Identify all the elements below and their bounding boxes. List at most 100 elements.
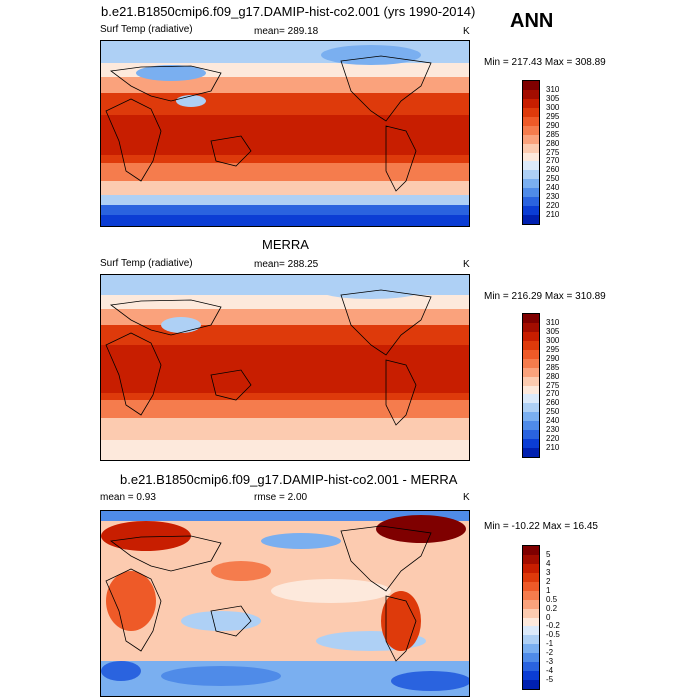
colorbar-tick-label: 220 [546,434,560,444]
variable-label: Surf Temp (radiative) [100,258,193,269]
surface-temperature-map [100,40,470,227]
colorbar-tick-label: 295 [546,344,560,354]
colorbar-swatch [523,546,539,555]
season-label: ANN [510,10,554,32]
colorbar-swatch [523,439,539,449]
colorbar-swatch [523,581,539,591]
colorbar-tick-label: 280 [546,371,560,381]
colorbar-swatch [523,161,539,171]
colorbar-tick-label: 2 [546,576,551,586]
colorbar-swatch [523,215,539,224]
panel-title: MERRA [262,237,309,252]
colorbar-swatch [523,626,539,636]
colorbar-swatch [523,599,539,609]
colorbar-tick-label: -1 [546,639,554,649]
colorbar-tick-label: 4 [546,558,551,568]
panel-title: b.e21.B1850cmip6.f09_g17.DAMIP-hist-co2.… [101,4,476,19]
colorbar-swatch [523,98,539,108]
colorbar-tick-label: -2 [546,648,554,658]
colorbar-tick-label: 240 [546,416,560,426]
colorbar-tick-label: 250 [546,407,560,417]
colorbar-swatch [523,331,539,341]
colorbar-swatch [523,653,539,663]
units-label: K [463,26,470,37]
colorbar-tick-label: -4 [546,666,554,676]
colorbar-tick-label: 300 [546,335,560,345]
units-label: K [463,259,470,270]
surface-temperature-map [100,274,470,461]
colorbar-swatch [523,421,539,431]
colorbar-swatch [523,81,539,90]
colorbar-tick-label: 290 [546,120,560,130]
colorbar-swatch [523,608,539,618]
colorbar-tick-label: 1 [546,585,551,595]
colorbar-tick-label: 0.2 [546,603,558,613]
colorbar-tick-label: 230 [546,192,560,202]
colorbar-swatch [523,376,539,386]
colorbar-tick-label: 210 [546,443,560,453]
mean-label: mean = 0.93 [100,492,156,503]
colorbar-swatch [523,152,539,162]
colorbar-tick-label: 270 [546,156,560,166]
colorbar-tick-label: 260 [546,398,560,408]
colorbar-tick-label: 290 [546,353,560,363]
colorbar-swatch [523,412,539,422]
colorbar-swatch [523,617,539,627]
colorbar-tick-label: 275 [546,147,560,157]
colorbar-swatch [523,349,539,359]
map-graphic [101,41,469,226]
colorbar-tick-label: 285 [546,362,560,372]
colorbar-swatch [523,394,539,404]
panel-title: b.e21.B1850cmip6.f09_g17.DAMIP-hist-co2.… [120,472,458,487]
colorbar-swatch [523,116,539,126]
colorbar-tick-label: 280 [546,138,560,148]
colorbar-swatch [523,671,539,681]
colorbar-swatch [523,322,539,332]
colorbar-tick-label: 305 [546,326,560,336]
colorbar-swatch [523,662,539,672]
colorbar-tick-label: -0.5 [546,630,560,640]
colorbar-tick-label: -5 [546,675,554,685]
colorbar-swatch [523,179,539,189]
mean-label: mean= 289.18 [254,26,319,37]
colorbar-swatch [523,107,539,117]
colorbar-swatch [523,197,539,207]
colorbar [522,313,540,458]
colorbar-swatch [523,563,539,573]
colorbar-swatch [523,125,539,135]
colorbar-swatch [523,367,539,377]
colorbar-tick-label: 310 [546,84,560,94]
colorbar-swatch [523,448,539,457]
variable-label: Surf Temp (radiative) [100,24,193,35]
colorbar-tick-label: 3 [546,567,551,577]
colorbar-tick-label: 240 [546,183,560,193]
min-max-label: Min = 217.43 Max = 308.89 [484,57,606,68]
colorbar-swatch [523,385,539,395]
colorbar-swatch [523,635,539,645]
colorbar-tick-label: 285 [546,129,560,139]
units-label: K [463,492,470,503]
colorbar-swatch [523,134,539,144]
colorbar-swatch [523,590,539,600]
colorbar-swatch [523,143,539,153]
mean-label: mean= 288.25 [254,259,319,270]
min-max-label: Min = -10.22 Max = 16.45 [484,521,598,532]
colorbar-swatch [523,206,539,216]
colorbar-tick-label: 230 [546,425,560,435]
colorbar-swatch [523,644,539,654]
colorbar-swatch [523,554,539,564]
colorbar-tick-label: 260 [546,165,560,175]
colorbar-swatch [523,89,539,99]
colorbar-tick-label: 250 [546,174,560,184]
colorbar-tick-label: 310 [546,317,560,327]
colorbar-swatch [523,358,539,368]
colorbar-swatch [523,430,539,440]
colorbar-tick-label: 220 [546,201,560,211]
colorbar-swatch [523,572,539,582]
colorbar-swatch [523,188,539,198]
colorbar-swatch [523,680,539,689]
colorbar-tick-label: 0 [546,612,551,622]
colorbar [522,80,540,225]
colorbar-swatch [523,340,539,350]
colorbar-swatch [523,314,539,323]
